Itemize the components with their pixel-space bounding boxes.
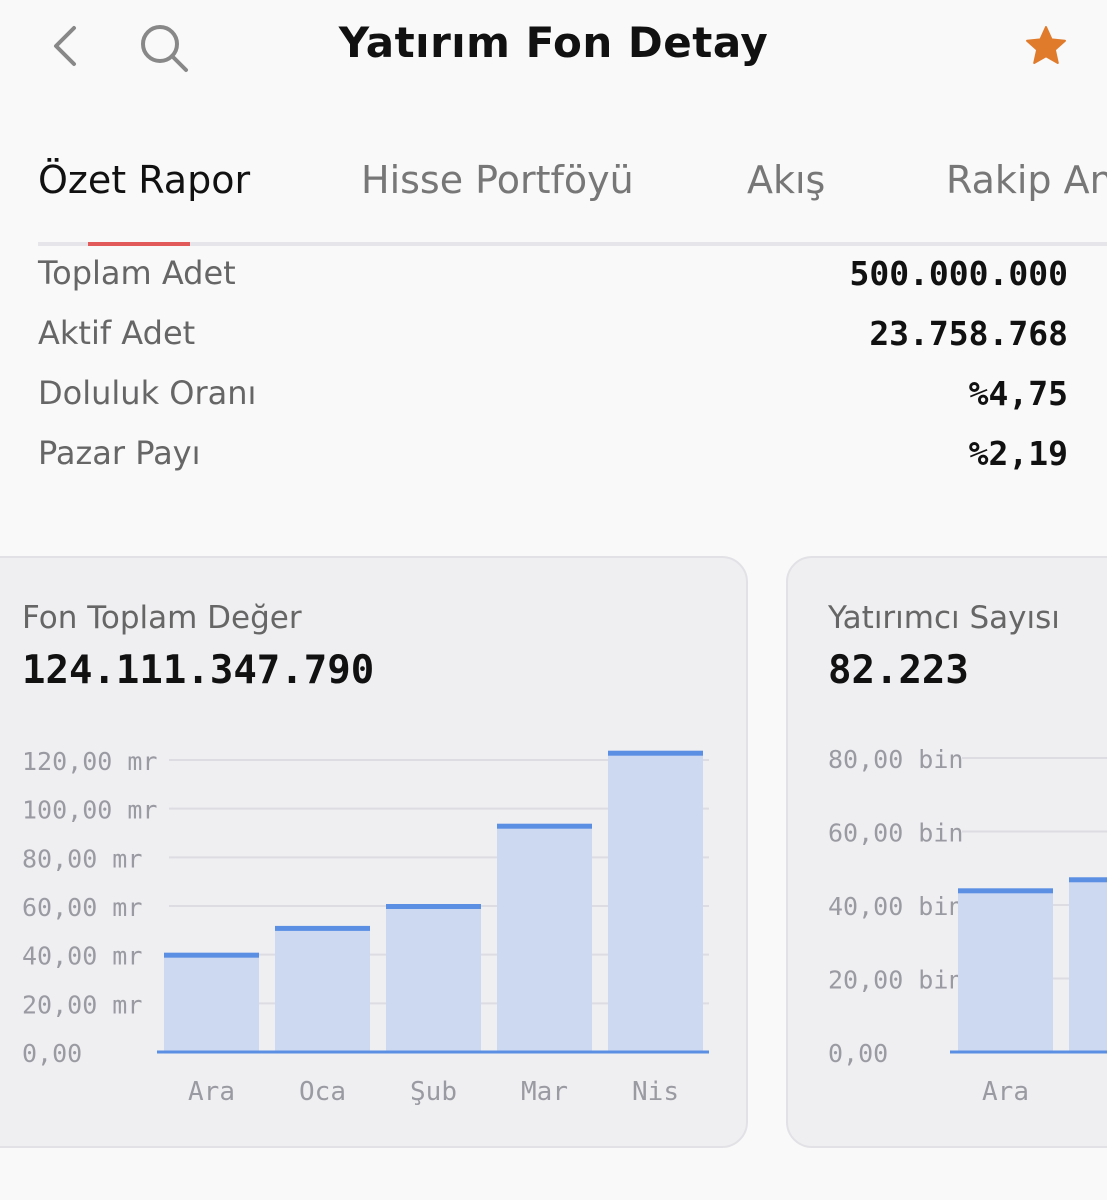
stat-value: %4,75	[968, 374, 1068, 413]
stat-row: Pazar Payı %2,19	[38, 430, 1068, 490]
bar-top	[386, 904, 481, 909]
y-tick-label: 80,00 bin	[828, 745, 963, 774]
active-tab-indicator	[88, 242, 190, 246]
bar	[958, 890, 1053, 1052]
tab-akis[interactable]: Akış	[747, 158, 826, 202]
x-tick-label: Oca	[299, 1077, 346, 1107]
stat-label: Doluluk Oranı	[38, 374, 257, 412]
bar	[1069, 879, 1107, 1052]
y-tick-label: 60,00 bin	[828, 819, 963, 848]
y-tick-label: 0,00	[22, 1039, 82, 1068]
bar-top	[275, 925, 370, 931]
star-icon[interactable]	[1024, 24, 1068, 68]
x-tick-label: Mar	[521, 1077, 568, 1107]
bar	[164, 954, 259, 1052]
stat-value: %2,19	[968, 434, 1068, 473]
y-tick-label: 20,00 mr	[22, 990, 142, 1019]
x-tick-label: Nis	[632, 1077, 679, 1107]
tab-ozet-rapor[interactable]: Özet Rapor	[38, 158, 251, 202]
bar	[608, 752, 703, 1052]
tab-bar: Özet Rapor Hisse Portföyü Akış Rakip An	[0, 150, 1107, 250]
bar-top	[1069, 877, 1107, 883]
stat-value: 23.758.768	[869, 314, 1068, 353]
investor-count-card[interactable]: Yatırımcı Sayısı 82.223 0,00 20,00 bin 40,…	[786, 556, 1107, 1148]
card-title: Yatırımcı Sayısı	[828, 600, 1060, 636]
y-tick-label: 100,00 mr	[22, 796, 157, 825]
chevron-left-icon[interactable]	[44, 24, 88, 68]
stat-label: Pazar Payı	[38, 434, 201, 472]
stat-row: Toplam Adet 500.000.000	[38, 250, 1068, 310]
bar-top	[958, 888, 1053, 894]
x-tick-label: Ara	[188, 1077, 235, 1107]
tab-track	[38, 242, 1107, 246]
y-tick-label: 40,00 bin	[828, 892, 963, 921]
bar-top	[164, 952, 259, 958]
bar	[497, 825, 592, 1052]
stat-value: 500.000.000	[849, 254, 1068, 293]
y-tick-label: 80,00 mr	[22, 844, 142, 873]
y-tick-label: 20,00 bin	[828, 966, 963, 995]
tab-hisse-portfoyu[interactable]: Hisse Portföyü	[361, 158, 634, 202]
y-tick-label: 0,00	[828, 1039, 888, 1068]
bar	[386, 906, 481, 1052]
top-bar: Yatırım Fon Detay	[0, 0, 1107, 100]
card-title: Fon Toplam Değer	[22, 600, 302, 636]
stat-label: Toplam Adet	[38, 254, 236, 292]
fund-total-value-chart: 0,00 20,00 mr 40,00 mr 60,00 mr 80,00 mr 100,…	[22, 747, 709, 1107]
page-title: Yatırım Fon Detay	[338, 18, 769, 67]
bar-top	[608, 750, 703, 756]
card-value: 124.111.347.790	[22, 648, 375, 693]
stat-row: Aktif Adet 23.758.768	[38, 310, 1068, 370]
stat-row: Doluluk Oranı %4,75	[38, 370, 1068, 430]
fund-total-value-card[interactable]: Fon Toplam Değer 124.111.347.790 0,00 20,…	[0, 556, 748, 1148]
investor-count-chart: 0,00 20,00 bin 40,00 bin 60,00 bin 80,00 bin…	[828, 745, 1107, 1107]
x-tick-label: Şub	[410, 1077, 457, 1107]
search-icon[interactable]	[136, 20, 190, 74]
stat-label: Aktif Adet	[38, 314, 196, 352]
summary-stats: Toplam Adet 500.000.000 Aktif Adet 23.75…	[38, 250, 1068, 490]
bar	[275, 927, 370, 1052]
bar-top	[497, 823, 592, 829]
y-tick-label: 120,00 mr	[22, 747, 157, 776]
x-tick-label: Ara	[982, 1077, 1029, 1107]
y-tick-label: 60,00 mr	[22, 893, 142, 922]
card-value: 82.223	[828, 648, 969, 693]
tab-rakip-analiz[interactable]: Rakip An	[946, 158, 1107, 202]
y-tick-label: 40,00 mr	[22, 942, 142, 971]
